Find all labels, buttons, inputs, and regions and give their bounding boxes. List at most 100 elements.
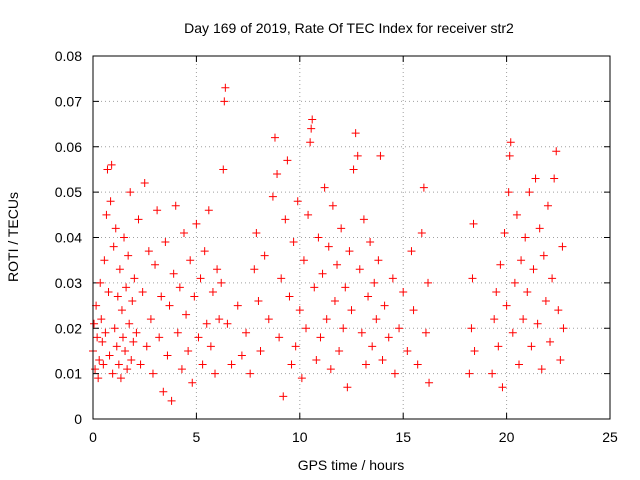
data-point: [202, 319, 211, 328]
data-point: [107, 160, 116, 169]
x-axis-label: GPS time / hours: [298, 457, 405, 473]
data-point: [467, 324, 476, 333]
data-point: [179, 228, 188, 237]
data-point: [314, 233, 323, 242]
x-tick-label: 25: [602, 429, 618, 445]
data-point: [120, 233, 129, 242]
data-point: [144, 247, 153, 256]
data-point: [217, 278, 226, 287]
data-point: [548, 274, 557, 283]
data-point: [104, 287, 113, 296]
data-point: [295, 306, 304, 315]
data-point: [118, 333, 127, 342]
data-point: [130, 274, 139, 283]
axis-tick-labels: 0 5 10 15 20 25 0 0.01 0.02 0.03 0.04 0.05 0.06 0.07 0…: [55, 48, 618, 445]
data-point: [353, 151, 362, 160]
data-point: [505, 151, 514, 160]
data-point: [302, 324, 311, 333]
data-point: [264, 315, 273, 324]
data-point: [109, 242, 118, 251]
data-point: [113, 292, 122, 301]
data-point: [529, 265, 538, 274]
data-point: [502, 301, 511, 310]
data-point: [96, 278, 105, 287]
data-point: [93, 333, 102, 342]
x-tick-label: 5: [193, 429, 201, 445]
data-point: [535, 224, 544, 233]
data-point: [413, 360, 422, 369]
data-point: [112, 342, 121, 351]
y-tick-label: 0.07: [55, 93, 82, 109]
y-tick-label: 0.02: [55, 320, 82, 336]
data-point: [182, 310, 191, 319]
data-point: [384, 333, 393, 342]
data-point: [417, 228, 426, 237]
data-point: [324, 242, 333, 251]
data-point: [127, 356, 136, 365]
data-point: [233, 301, 242, 310]
data-point: [100, 256, 109, 265]
data-point: [421, 328, 430, 337]
data-point: [95, 356, 104, 365]
data-point: [94, 374, 103, 383]
data-point: [425, 378, 434, 387]
data-point: [533, 319, 542, 328]
data-point: [320, 183, 329, 192]
data-point: [419, 183, 428, 192]
data-point: [103, 165, 112, 174]
data-point: [198, 360, 207, 369]
data-point: [550, 174, 559, 183]
x-tick-label: 0: [89, 429, 97, 445]
data-point: [273, 169, 282, 178]
y-tick-label: 0.04: [55, 230, 82, 246]
data-point: [281, 215, 290, 224]
data-point: [403, 346, 412, 355]
data-point: [252, 228, 261, 237]
data-point: [277, 274, 286, 283]
data-point: [108, 369, 117, 378]
axis-ticks: [92, 55, 611, 420]
data-point: [469, 219, 478, 228]
y-tick-label: 0.01: [55, 366, 82, 382]
data-point: [366, 238, 375, 247]
data-point: [517, 256, 526, 265]
data-point: [163, 351, 172, 360]
data-point: [506, 138, 515, 147]
data-point: [132, 328, 141, 337]
data-point: [515, 360, 524, 369]
data-point: [521, 233, 530, 242]
data-point: [283, 156, 292, 165]
data-point: [337, 224, 346, 233]
data-point: [355, 265, 364, 274]
data-point: [123, 365, 132, 374]
data-point: [378, 356, 387, 365]
y-tick-label: 0.03: [55, 275, 82, 291]
data-point: [559, 324, 568, 333]
data-point: [215, 315, 224, 324]
data-point: [220, 97, 229, 106]
data-point: [115, 265, 124, 274]
data-point: [527, 342, 536, 351]
data-point: [98, 337, 107, 346]
data-point: [175, 283, 184, 292]
data-point: [254, 297, 263, 306]
data-point: [117, 306, 126, 315]
data-point: [409, 306, 418, 315]
data-point: [146, 315, 155, 324]
data-point: [159, 387, 168, 396]
data-point: [289, 238, 298, 247]
y-tick-label: 0.08: [55, 48, 82, 64]
data-point: [343, 383, 352, 392]
data-point: [186, 256, 195, 265]
data-point: [167, 396, 176, 405]
data-point: [512, 210, 521, 219]
data-point: [171, 201, 180, 210]
data-point: [351, 129, 360, 138]
data-point: [494, 342, 503, 351]
data-point: [125, 319, 134, 328]
data-point: [206, 342, 215, 351]
data-point: [291, 342, 300, 351]
data-point: [333, 260, 342, 269]
data-point: [492, 287, 501, 296]
data-point: [90, 319, 99, 328]
